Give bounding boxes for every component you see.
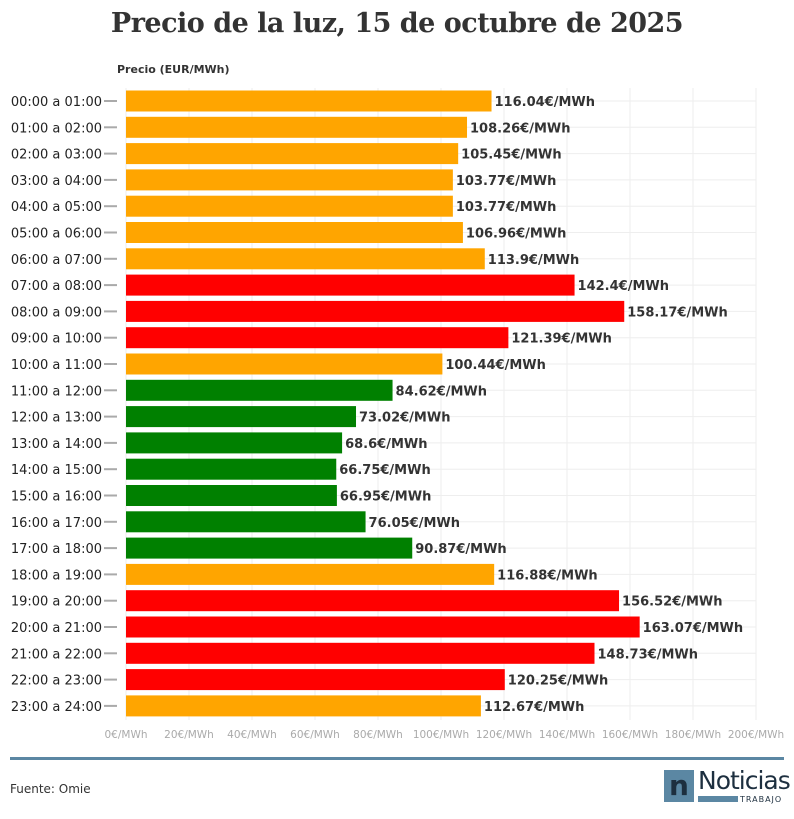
y-tick-label: 00:00 a 01:00 [11, 95, 102, 110]
bar [126, 511, 366, 533]
source-note: Fuente: Omie [10, 782, 91, 796]
data-label: 158.17€/MWh [627, 305, 728, 320]
bar [126, 143, 459, 165]
data-label: 66.95€/MWh [340, 490, 431, 505]
data-label: 148.73€/MWh [597, 647, 698, 662]
data-label: 106.96€/MWh [466, 227, 567, 242]
bar [126, 485, 337, 506]
y-tick-label: 01:00 a 02:00 [11, 121, 102, 136]
data-label: 116.88€/MWh [497, 568, 598, 583]
bar [126, 642, 595, 664]
x-tick-label: 160€/MWh [602, 729, 658, 741]
bar [126, 353, 443, 375]
y-tick-label: 19:00 a 20:00 [11, 595, 102, 610]
y-tick-label: 18:00 a 19:00 [11, 568, 102, 583]
footer-divider [10, 757, 784, 760]
bar [126, 616, 640, 638]
bar [126, 695, 481, 717]
bar [126, 116, 468, 138]
y-tick-label: 13:00 a 14:00 [11, 437, 102, 452]
data-label: 100.44€/MWh [445, 358, 546, 373]
y-tick-label: 06:00 a 07:00 [11, 253, 102, 268]
bar [126, 458, 337, 480]
data-label: 113.9€/MWh [488, 253, 579, 268]
x-tick-label: 140€/MWh [539, 729, 595, 741]
bar [126, 195, 453, 217]
bar [126, 169, 453, 191]
bar [126, 300, 625, 322]
bar [126, 537, 413, 559]
data-label: 163.07€/MWh [643, 621, 744, 636]
x-tick-label: 20€/MWh [164, 729, 214, 741]
data-label: 84.62€/MWh [396, 384, 487, 399]
y-tick-label: 20:00 a 21:00 [11, 621, 102, 636]
bar [126, 590, 620, 612]
logo-bar [698, 796, 738, 802]
data-label: 73.02€/MWh [359, 411, 450, 426]
y-tick-label: 10:00 a 11:00 [11, 358, 102, 373]
y-tick-label: 14:00 a 15:00 [11, 463, 102, 478]
data-label: 103.77€/MWh [456, 200, 557, 215]
y-tick-label: 04:00 a 05:00 [11, 200, 102, 215]
bar [126, 432, 343, 454]
logo-subtext: TRABAJO [740, 795, 783, 804]
y-tick-label: 22:00 a 23:00 [11, 674, 102, 689]
data-label: 121.39€/MWh [511, 332, 612, 347]
data-label: 66.75€/MWh [339, 463, 430, 478]
x-tick-label: 180€/MWh [665, 729, 721, 741]
y-tick-label: 09:00 a 10:00 [11, 332, 102, 347]
data-label: 120.25€/MWh [508, 674, 608, 689]
data-label: 76.05€/MWh [369, 516, 460, 531]
x-tick-label: 80€/MWh [353, 729, 403, 741]
data-label: 105.45€/MWh [461, 148, 561, 163]
y-tick-label: 16:00 a 17:00 [11, 516, 102, 531]
data-label: 112.67€/MWh [484, 700, 585, 715]
y-tick-label: 21:00 a 22:00 [11, 647, 102, 662]
x-tick-label: 120€/MWh [476, 729, 532, 741]
x-tick-label: 200€/MWh [728, 729, 784, 741]
x-tick-label: 0€/MWh [105, 729, 148, 741]
bar [126, 90, 492, 112]
y-tick-label: 11:00 a 12:00 [11, 384, 102, 399]
bar-chart: Precio (EUR/MWh) 0€/MWh 20€/MWh 40€/MWh 60€/… [11, 63, 784, 741]
bar [126, 274, 575, 296]
y-tick-label: 03:00 a 04:00 [11, 174, 102, 189]
data-label: 68.6€/MWh [345, 437, 427, 452]
y-tick-label: 12:00 a 13:00 [11, 411, 102, 426]
bar [126, 222, 463, 243]
y-tick-label: 02:00 a 03:00 [11, 148, 102, 163]
x-tick-label: 100€/MWh [413, 729, 469, 741]
y-tick-label: 15:00 a 16:00 [11, 490, 102, 505]
data-label: 116.04€/MWh [495, 95, 596, 110]
logo-mark: n [664, 770, 694, 802]
data-label: 108.26€/MWh [470, 121, 571, 136]
x-tick-label: 40€/MWh [227, 729, 277, 741]
data-label: 156.52€/MWh [622, 595, 723, 610]
noticias-trabajo-logo: n Noticias TRABAJO [664, 766, 791, 804]
bar [126, 563, 495, 585]
y-tick-label: 17:00 a 18:00 [11, 542, 102, 557]
y-tick-label: 05:00 a 06:00 [11, 227, 102, 242]
y-tick-label: 08:00 a 09:00 [11, 305, 102, 320]
logo-text: Noticias [698, 766, 791, 795]
data-label: 90.87€/MWh [415, 542, 506, 557]
bar [126, 669, 505, 691]
x-tick-label: 60€/MWh [290, 729, 340, 741]
x-axis-label: Precio (EUR/MWh) [117, 63, 230, 76]
bar [126, 379, 393, 401]
data-label: 103.77€/MWh [456, 174, 557, 189]
y-tick-label: 07:00 a 08:00 [11, 279, 102, 294]
bar [126, 248, 485, 270]
data-label: 142.4€/MWh [578, 279, 669, 294]
bar [126, 406, 357, 428]
chart-title: Precio de la luz, 15 de octubre de 2025 [110, 8, 684, 39]
y-tick-label: 23:00 a 24:00 [11, 700, 102, 715]
bar [126, 327, 509, 349]
